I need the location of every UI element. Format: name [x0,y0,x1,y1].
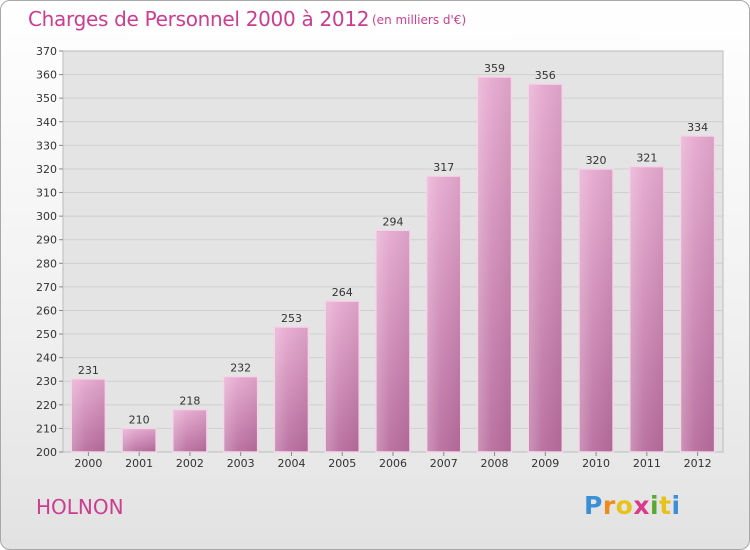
bar-highlight [478,77,511,453]
bars: 231 210 218 232 253 264 294 317 359 356 320 321 334 [70,62,716,453]
bar-highlight [123,429,156,452]
bar-highlight [529,85,562,452]
y-tick-label: 300 [36,210,57,223]
commune-name: HOLNON [36,495,124,519]
x-axis: 2000 2001 2002 2003 2004 2005 2006 2007 2008 2009… [74,452,712,470]
y-tick-label: 240 [36,352,57,365]
logo-letter: t [659,491,672,520]
data-label: 253 [281,312,302,325]
logo-letter: i [650,491,660,520]
data-label: 210 [129,413,150,426]
y-tick-label: 200 [36,446,57,459]
y-tick-label: 270 [36,281,57,294]
y-tick-label: 310 [36,187,57,200]
bar-highlight [427,177,460,453]
bar-highlight [630,167,663,453]
y-tick-label: 370 [36,45,57,58]
logo-letter: i [671,491,681,520]
y-tick-label: 230 [36,375,57,388]
x-tick-label: 2001 [125,457,153,470]
x-tick-label: 2004 [277,457,305,470]
x-tick-label: 2011 [633,457,661,470]
x-tick-label: 2003 [227,457,255,470]
y-tick-label: 360 [36,69,57,82]
x-tick-label: 2002 [176,457,204,470]
y-tick-label: 250 [36,328,57,341]
data-label: 294 [383,215,404,228]
data-label: 231 [78,364,99,377]
y-tick-label: 290 [36,234,57,247]
x-tick-label: 2005 [328,457,356,470]
y-tick-label: 220 [36,399,57,412]
y-tick-label: 320 [36,163,57,176]
x-tick-label: 2007 [430,457,458,470]
data-label: 334 [687,121,708,134]
logo-letter: r [602,491,616,520]
x-tick-label: 2009 [531,457,559,470]
y-tick-label: 350 [36,92,57,105]
x-tick-label: 2012 [684,457,712,470]
logo-letter: P [584,491,603,520]
x-tick-label: 2000 [74,457,102,470]
y-axis: 200 210 220 230 240 250 260 270 280 290 300 310 320 3… [36,45,63,459]
logo-letter: o [615,491,634,520]
x-tick-label: 2010 [582,457,610,470]
data-label: 356 [535,69,556,82]
y-tick-label: 210 [36,422,57,435]
bar-highlight [72,379,105,452]
bar-highlight [173,410,206,452]
data-label: 321 [636,152,657,165]
chart-subtitle: (en milliers d'€) [372,13,467,27]
data-label: 264 [332,286,353,299]
y-tick-label: 340 [36,116,57,129]
bar-highlight [681,136,714,452]
y-tick-label: 330 [36,139,57,152]
bar-highlight [224,377,257,452]
data-label: 317 [433,161,454,174]
y-tick-label: 280 [36,257,57,270]
data-label: 218 [179,395,200,408]
logo-letter: x [633,491,650,520]
bar-highlight [275,327,308,452]
data-label: 359 [484,62,505,75]
x-tick-label: 2006 [379,457,407,470]
x-tick-label: 2008 [481,457,509,470]
bar-highlight [580,169,613,453]
y-tick-label: 260 [36,304,57,317]
data-label: 320 [586,154,607,167]
proxiti-logo: Proxiti [584,491,681,520]
data-label: 232 [230,362,251,375]
bar-highlight [377,231,409,452]
chart-title: Charges de Personnel 2000 à 2012 [28,7,370,31]
bar-highlight [326,302,359,452]
